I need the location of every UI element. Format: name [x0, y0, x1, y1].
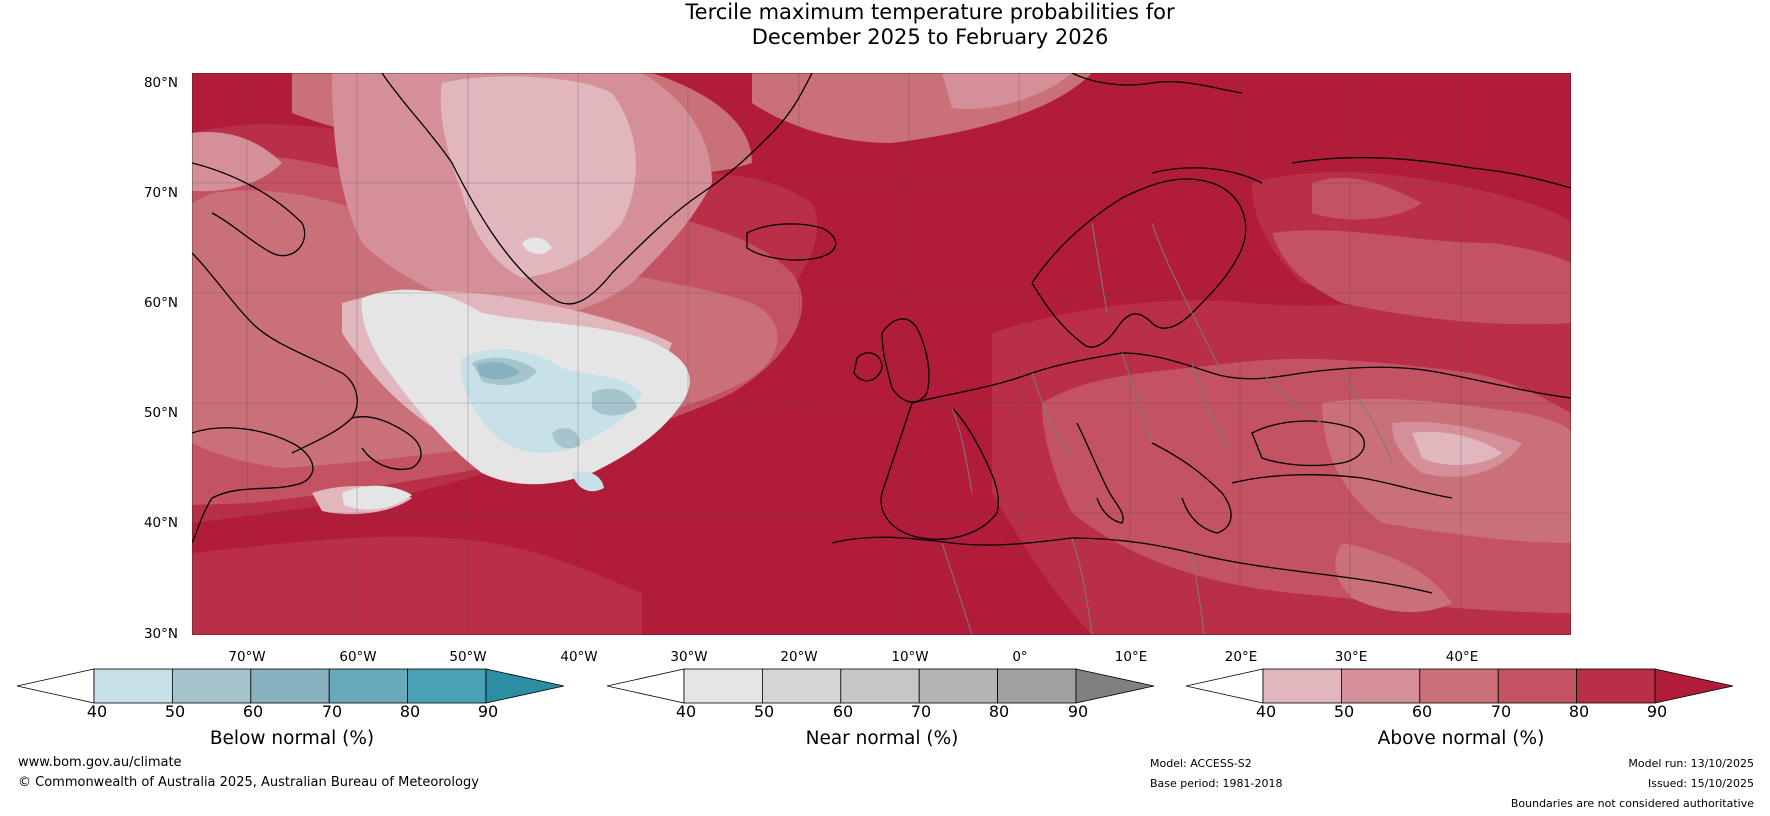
colorbar-under-triangle — [17, 668, 95, 704]
website-link[interactable]: www.bom.gov.au/climate — [18, 755, 182, 770]
lat-label-40n: 40°N — [143, 515, 178, 531]
colorbar-segment-70 — [918, 668, 999, 704]
above-tick-60: 60 — [1411, 702, 1433, 721]
below-normal-label: Below normal (%) — [209, 728, 375, 749]
colorbar-segment-50 — [171, 668, 252, 704]
lon-label-20e: 20°E — [1224, 649, 1258, 665]
colorbar-segment-60 — [1419, 668, 1499, 704]
issued-text: Issued: 15/10/2025 — [1647, 777, 1754, 790]
title-line-2: December 2025 to February 2026 — [751, 25, 1109, 49]
lat-label-30n: 30°N — [143, 626, 178, 642]
graticule — [192, 73, 1571, 635]
chart-title: Tercile maximum temperature probabilitie… — [0, 0, 1770, 50]
colorbar-segment-50 — [1340, 668, 1421, 704]
colorbar-segment-40 — [683, 668, 763, 704]
lon-label-20w: 20°W — [780, 649, 818, 665]
below-tick-60: 60 — [242, 702, 264, 721]
colorbar-segment-80 — [407, 668, 487, 704]
lon-label-40w: 40°W — [560, 649, 598, 665]
lat-label-70n: 70°N — [143, 185, 178, 201]
colorbar-above-normal — [1186, 668, 1734, 704]
probability-map — [192, 73, 1571, 635]
below-tick-90: 90 — [477, 702, 499, 721]
lon-label-40e: 40°E — [1445, 649, 1479, 665]
colorbar-segment-50 — [761, 668, 842, 704]
near-tick-60: 60 — [832, 702, 854, 721]
near-tick-50: 50 — [753, 702, 775, 721]
coastlines — [192, 73, 1571, 594]
colorbar-near-normal — [607, 668, 1155, 704]
colorbar-segment-70 — [328, 668, 409, 704]
disclaimer-text: Boundaries are not considered authoritat… — [1510, 797, 1754, 810]
title-line-1: Tercile maximum temperature probabilitie… — [685, 0, 1175, 24]
below-tick-70: 70 — [321, 702, 343, 721]
above-tick-80: 80 — [1568, 702, 1590, 721]
below-tick-50: 50 — [164, 702, 186, 721]
above-tick-90: 90 — [1646, 702, 1668, 721]
lon-label-0: 0° — [1012, 649, 1028, 665]
lon-label-30e: 30°E — [1334, 649, 1368, 665]
above-tick-70: 70 — [1490, 702, 1512, 721]
copyright-text: © Commonwealth of Australia 2025, Austra… — [18, 775, 479, 790]
lon-label-10e: 10°E — [1114, 649, 1148, 665]
lat-label-80n: 80°N — [143, 75, 178, 91]
colorbar-segment-60 — [840, 668, 920, 704]
above-tick-40: 40 — [1255, 702, 1277, 721]
near-normal-label: Near normal (%) — [805, 728, 959, 749]
colorbar-segment-70 — [1497, 668, 1578, 704]
below-tick-40: 40 — [86, 702, 108, 721]
colorbar-segment-60 — [250, 668, 330, 704]
colorbar-over-triangle — [1075, 668, 1155, 704]
lon-label-50w: 50°W — [449, 649, 487, 665]
country-borders — [941, 222, 1393, 635]
above-normal-label: Above normal (%) — [1377, 728, 1545, 749]
colorbar-over-triangle — [485, 668, 565, 704]
colorbar-segment-40 — [1262, 668, 1342, 704]
lon-label-70w: 70°W — [228, 649, 266, 665]
colorbar-over-triangle — [1654, 668, 1734, 704]
colorbar-segment-40 — [93, 668, 173, 704]
lon-label-60w: 60°W — [339, 649, 377, 665]
near-tick-90: 90 — [1067, 702, 1089, 721]
below-tick-80: 80 — [399, 702, 421, 721]
near-tick-70: 70 — [910, 702, 932, 721]
model-run-text: Model run: 13/10/2025 — [1628, 757, 1754, 770]
near-tick-40: 40 — [675, 702, 697, 721]
above-tick-50: 50 — [1333, 702, 1355, 721]
colorbar-segment-80 — [1576, 668, 1656, 704]
colorbar-segment-80 — [997, 668, 1077, 704]
lat-label-50n: 50°N — [143, 405, 178, 421]
lon-label-10w: 10°W — [891, 649, 929, 665]
colorbar-below-normal — [17, 668, 565, 704]
colorbar-under-triangle — [1186, 668, 1264, 704]
lat-label-60n: 60°N — [143, 295, 178, 311]
model-text: Model: ACCESS-S2 — [1150, 757, 1252, 770]
near-tick-80: 80 — [988, 702, 1010, 721]
band-below-60 — [477, 362, 520, 380]
colorbar-under-triangle — [607, 668, 685, 704]
base-period-text: Base period: 1981-2018 — [1150, 777, 1283, 790]
lon-label-30w: 30°W — [670, 649, 708, 665]
